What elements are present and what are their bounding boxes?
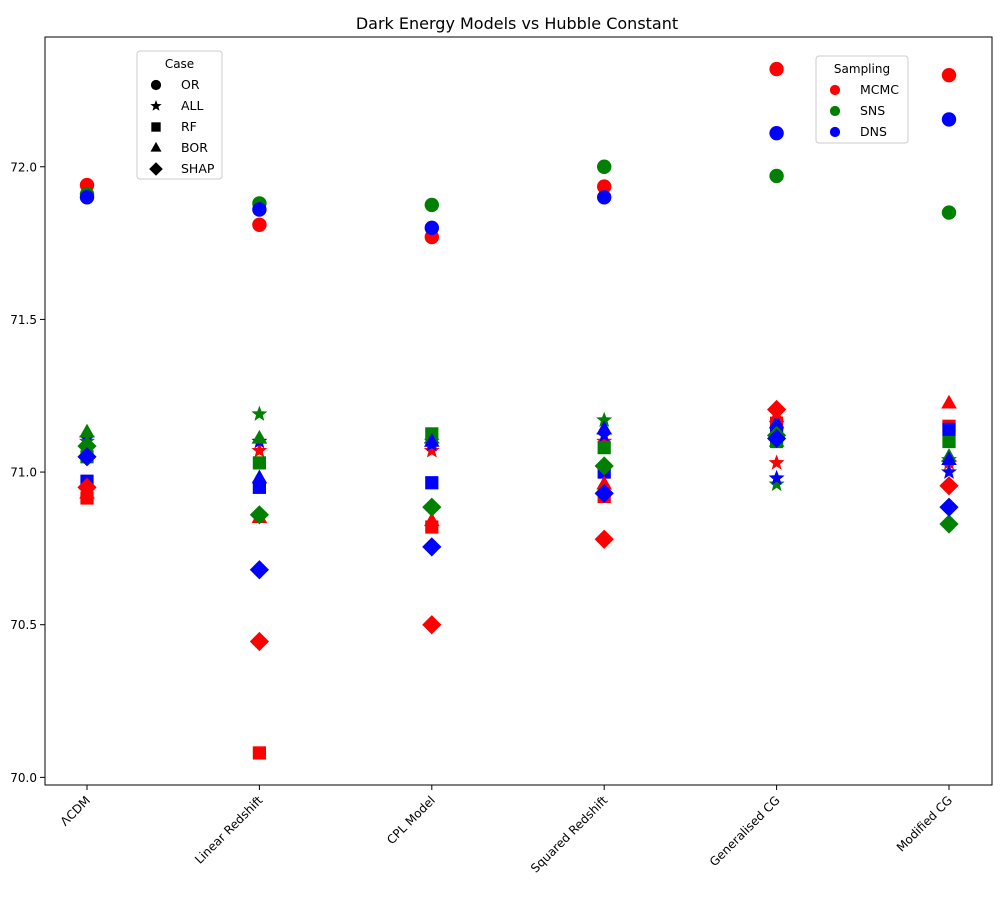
point-dns-shap-0 <box>77 447 97 467</box>
point-mcmc-rf-1 <box>252 746 266 760</box>
point-mcmc-all-4 <box>768 454 785 470</box>
point-sns-shap-2 <box>422 497 442 517</box>
point-mcmc-bor-2 <box>424 512 440 527</box>
data-points <box>77 61 959 760</box>
point-sns-bor-1 <box>251 429 268 444</box>
point-mcmc-shap-0 <box>77 477 97 497</box>
point-sns-or-2 <box>424 197 439 213</box>
point-sns-shap-0 <box>77 436 97 456</box>
y-tick-label: 71.5 <box>10 313 37 327</box>
legend-label: ALL <box>181 98 204 113</box>
legend-title: Sampling <box>834 62 890 76</box>
point-mcmc-or-3 <box>597 179 612 194</box>
point-mcmc-bor-3 <box>596 475 612 490</box>
point-dns-shap-5 <box>939 497 959 517</box>
point-sns-shap-5 <box>939 514 959 534</box>
point-mcmc-shap-5 <box>939 476 959 496</box>
legend-diamond-icon <box>149 162 163 176</box>
point-dns-shap-2 <box>422 537 442 557</box>
point-sns-shap-3 <box>594 456 614 476</box>
point-mcmc-or-5 <box>941 67 957 83</box>
point-sns-bor-0 <box>79 423 95 438</box>
point-dns-or-5 <box>941 112 957 127</box>
y-tick-label: 70.5 <box>10 618 37 632</box>
y-tick-label: 71.0 <box>10 466 37 480</box>
point-dns-bor-4 <box>768 414 785 429</box>
y-axis: 70.0 70.5 71.0 71.5 72.0 <box>10 160 45 785</box>
legend-title: Case <box>165 57 194 71</box>
legend-label: BOR <box>181 140 208 155</box>
point-dns-bor-3 <box>596 420 612 435</box>
point-dns-or-0 <box>79 190 95 205</box>
point-mcmc-shap-3 <box>594 529 614 549</box>
point-dns-bor-5 <box>941 451 957 466</box>
point-dns-shap-4 <box>767 428 787 449</box>
point-mcmc-all-1 <box>251 442 268 458</box>
legend-label: OR <box>181 77 200 92</box>
point-mcmc-shap-2 <box>422 615 442 635</box>
legend-label: SNS <box>860 103 885 118</box>
point-dns-or-2 <box>424 220 439 236</box>
legend-frame <box>815 55 909 144</box>
legend-triangle-icon <box>150 141 162 152</box>
legend-color-dot <box>829 84 841 96</box>
legend-label: RF <box>181 119 197 134</box>
point-dns-all-3 <box>596 427 613 443</box>
point-dns-or-3 <box>597 190 612 205</box>
point-sns-or-3 <box>597 159 612 174</box>
legend-color-dot <box>829 126 841 138</box>
legend-label: SHAP <box>181 161 215 176</box>
point-dns-bor-1 <box>251 469 268 484</box>
point-dns-or-4 <box>769 125 784 141</box>
point-mcmc-bor-5 <box>941 394 957 409</box>
point-sns-or-5 <box>941 205 957 220</box>
point-mcmc-all-2 <box>423 442 440 458</box>
legend-circle-icon <box>150 79 162 91</box>
y-tick-label: 70.0 <box>10 771 37 785</box>
point-mcmc-or-1 <box>252 217 267 232</box>
point-dns-rf-1 <box>252 480 266 494</box>
point-dns-shap-1 <box>249 560 269 580</box>
point-sns-or-4 <box>769 168 784 184</box>
point-sns-all-4 <box>768 475 785 492</box>
plot-frame <box>44 36 993 786</box>
legend-label: DNS <box>860 124 887 139</box>
point-sns-rf-3 <box>597 441 611 455</box>
y-tick-label: 72.0 <box>10 160 37 174</box>
point-dns-bor-2 <box>424 432 440 447</box>
point-dns-all-4 <box>768 469 785 485</box>
legend-square-icon <box>151 122 161 132</box>
sampling-legend: Sampling MCMC SNS DNS <box>815 55 909 144</box>
legend-label: MCMC <box>860 82 899 97</box>
point-dns-shap-3 <box>594 483 614 504</box>
legend-color-dot <box>829 105 841 117</box>
point-dns-all-5 <box>941 463 957 479</box>
point-sns-shap-1 <box>249 505 269 525</box>
point-dns-rf-5 <box>942 422 956 436</box>
point-sns-rf-5 <box>942 434 956 449</box>
point-dns-rf-2 <box>425 476 439 490</box>
point-mcmc-or-4 <box>769 61 784 77</box>
legend-star-icon <box>150 100 162 111</box>
point-sns-rf-1 <box>252 456 266 470</box>
point-mcmc-all-3 <box>596 433 613 449</box>
point-dns-or-1 <box>252 202 267 217</box>
point-sns-all-3 <box>596 411 613 427</box>
point-mcmc-shap-4 <box>767 399 787 420</box>
point-sns-all-1 <box>251 405 268 421</box>
case-legend: Case OR ALL RF BOR SHAP <box>136 50 223 180</box>
chart-title: Dark Energy Models vs Hubble Constant <box>356 14 678 33</box>
point-mcmc-shap-1 <box>249 631 269 652</box>
